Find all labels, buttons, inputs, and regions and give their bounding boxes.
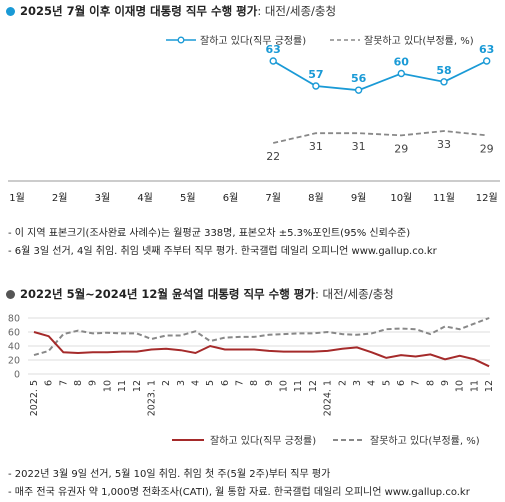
panel1-title-main: 2025년 7월 이후 이재명 대통령 직무 수행 평가	[20, 4, 258, 18]
x-tick-label: 2월	[52, 192, 68, 204]
legend-negative-label: 잘못하고 있다(부정률, %)	[370, 434, 480, 447]
x-tick-label: 7	[58, 380, 69, 386]
negative-data-label: 33	[437, 138, 451, 151]
x-tick-label: 6	[396, 380, 407, 386]
x-tick-label: 9	[440, 380, 451, 386]
x-tick-label: 12	[484, 380, 495, 392]
x-tick-label: 2024. 1	[323, 380, 334, 416]
x-tick-label: 6	[44, 380, 55, 386]
positive-data-label: 60	[394, 56, 410, 69]
panel2-title-sub: : 대전/세종/충청	[314, 287, 394, 301]
y-tick-label: 80	[8, 314, 20, 325]
positive-point	[440, 78, 448, 86]
panel1-title-sub: : 대전/세종/충청	[257, 4, 337, 18]
x-tick-label: 9	[88, 380, 99, 386]
positive-data-label: 63	[479, 43, 494, 56]
negative-data-label: 29	[480, 142, 494, 155]
positive-point	[269, 57, 277, 65]
panel2-note-1: - 2022년 3월 9일 선거, 5월 10일 취임. 취임 첫 주(5월 2…	[8, 469, 331, 480]
x-tick-label: 4월	[137, 192, 153, 204]
positive-point	[397, 69, 405, 78]
positive-point	[354, 86, 363, 94]
positive-point	[312, 82, 320, 90]
negative-data-label: 31	[352, 140, 366, 153]
x-tick-label: 5월	[180, 192, 196, 204]
x-tick-label: 4	[190, 380, 201, 386]
x-tick-label: 8월	[308, 192, 324, 204]
x-tick-label: 11	[117, 380, 128, 392]
y-tick-label: 60	[8, 328, 20, 339]
legend-positive-label: 잘하고 있다(직무 긍정률)	[200, 34, 306, 47]
negative-data-label: 31	[309, 140, 323, 153]
panel1-note-2: - 6월 3일 선거, 4일 취임. 취임 넷째 주부터 직무 평가. 한국갤럽…	[8, 246, 437, 257]
negative-data-label: 22	[266, 150, 280, 163]
x-tick-label: 12	[132, 380, 143, 392]
positive-data-label: 56	[351, 72, 367, 85]
panel2-note-2: - 매주 전국 유권자 약 1,000명 전화조사(CATI), 월 통합 자료…	[8, 487, 470, 498]
positive-data-label: 58	[436, 64, 451, 77]
x-tick-label: 1월	[9, 192, 25, 204]
y-tick-label: 20	[8, 356, 20, 367]
positive-point	[483, 57, 491, 65]
negative-series-line	[33, 317, 490, 357]
x-tick-label: 11	[293, 380, 304, 392]
x-tick-label: 10	[279, 380, 290, 392]
x-tick-label: 2	[161, 380, 172, 386]
positive-series-line	[33, 331, 490, 368]
x-tick-label: 3	[176, 380, 187, 386]
panel2-bullet-icon	[6, 290, 15, 299]
legend-positive-label: 잘하고 있다(직무 긍정률)	[210, 434, 316, 447]
x-tick-label: 2	[337, 380, 348, 386]
x-tick-label: 7월	[265, 192, 281, 204]
positive-data-label: 63	[266, 43, 281, 56]
legend-negative-label: 잘못하고 있다(부정률, %)	[364, 34, 474, 47]
y-tick-label: 0	[14, 370, 20, 381]
x-tick-label: 2023. 1	[146, 380, 157, 416]
x-tick-label: 5	[205, 380, 216, 386]
x-tick-label: 3월	[95, 192, 111, 204]
x-tick-label: 5	[381, 380, 392, 386]
x-tick-label: 12	[308, 380, 319, 392]
x-tick-label: 11	[469, 380, 480, 392]
x-tick-label: 8	[249, 380, 260, 386]
x-tick-label: 9월	[351, 192, 367, 204]
x-tick-label: 3	[352, 380, 363, 386]
x-tick-label: 6월	[223, 192, 239, 204]
x-tick-label: 12월	[476, 192, 498, 204]
panel1-note-1: - 이 지역 표본크기(조사완료 사례수)는 월평균 338명, 표본오차 ±5…	[8, 228, 411, 239]
x-tick-label: 2022. 5	[29, 380, 40, 416]
panel2-title-main: 2022년 5월~2024년 12월 윤석열 대통령 직무 수행 평가	[20, 287, 315, 301]
negative-series-line	[272, 130, 487, 144]
chart1-svg: 잘하고 있다(직무 긍정률) 잘못하고 있다(부정률, %) 1월 2월 3월 4월 5월 6…	[8, 34, 500, 204]
x-tick-label: 10월	[390, 192, 412, 204]
x-tick-label: 9	[264, 380, 275, 386]
x-tick-label: 7	[411, 380, 422, 386]
x-tick-label: 6	[220, 380, 231, 386]
x-tick-label: 8	[425, 380, 436, 386]
x-tick-label: 4	[367, 380, 378, 386]
positive-data-label: 57	[308, 68, 323, 81]
negative-data-label: 29	[394, 142, 408, 155]
legend-positive-marker	[177, 36, 185, 44]
x-tick-label: 10	[455, 380, 466, 392]
positive-series-line	[272, 60, 488, 92]
x-tick-label: 10	[102, 380, 113, 392]
x-tick-label: 7	[235, 380, 246, 386]
x-tick-label: 11월	[433, 192, 455, 204]
panel1-bullet-icon	[6, 7, 15, 16]
panel1-title: 2025년 7월 이후 이재명 대통령 직무 수행 평가: 대전/세종/충청	[6, 3, 336, 19]
panel2-title: 2022년 5월~2024년 12월 윤석열 대통령 직무 수행 평가: 대전/…	[6, 286, 394, 302]
x-tick-label: 8	[73, 380, 84, 386]
y-tick-label: 40	[8, 342, 20, 353]
